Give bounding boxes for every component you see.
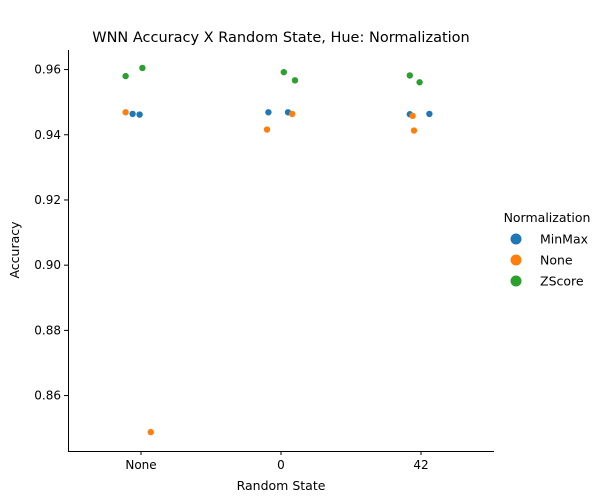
x-tick-label: 0: [277, 458, 285, 472]
legend-marker-none: [510, 254, 522, 266]
data-point-zscore: [291, 77, 299, 84]
legend-label-minmax: MinMax: [540, 232, 588, 247]
legend: Normalization MinMax None ZScore: [504, 210, 591, 289]
legend-marker-zscore: [510, 275, 522, 287]
data-point-none: [263, 126, 271, 133]
data-point-zscore: [280, 68, 287, 76]
data-point-zscore: [139, 64, 146, 72]
legend-title: Normalization: [504, 210, 591, 225]
y-tick-label: 0.94: [34, 128, 61, 142]
y-tick-label: 0.88: [34, 323, 61, 337]
data-point-zscore: [122, 72, 129, 80]
data-point-minmax: [129, 110, 136, 118]
data-point-none: [122, 109, 129, 116]
legend-items: MinMax None ZScore: [510, 232, 588, 289]
y-axis-label: Accuracy: [7, 221, 22, 279]
legend-marker-minmax: [510, 233, 522, 245]
y-tick-label: 0.92: [34, 193, 61, 207]
data-point-none: [147, 428, 154, 436]
chart-title: WNN Accuracy X Random State, Hue: Normal…: [92, 30, 470, 46]
data-point-minmax: [265, 109, 272, 116]
data-point-none: [289, 110, 296, 118]
x-tick-label: 42: [413, 458, 428, 472]
data-point-none: [410, 127, 418, 134]
data-point-zscore: [406, 72, 413, 79]
x-ticks: None 0 42: [125, 451, 429, 472]
y-tick-label: 0.90: [34, 258, 61, 272]
legend-label-zscore: ZScore: [540, 274, 584, 289]
legend-label-none: None: [540, 253, 573, 268]
data-point-zscore: [416, 79, 423, 86]
y-tick-label: 0.86: [34, 389, 61, 403]
x-axis-label: Random State: [237, 478, 326, 493]
x-tick-label: None: [125, 458, 156, 472]
plot-points: [122, 64, 433, 436]
y-ticks: 0.86 0.88 0.90 0.92 0.94 0.96: [34, 63, 68, 403]
data-point-minmax: [426, 110, 433, 118]
data-point-none: [409, 112, 416, 120]
y-tick-label: 0.96: [34, 63, 61, 77]
data-point-minmax: [136, 111, 143, 118]
